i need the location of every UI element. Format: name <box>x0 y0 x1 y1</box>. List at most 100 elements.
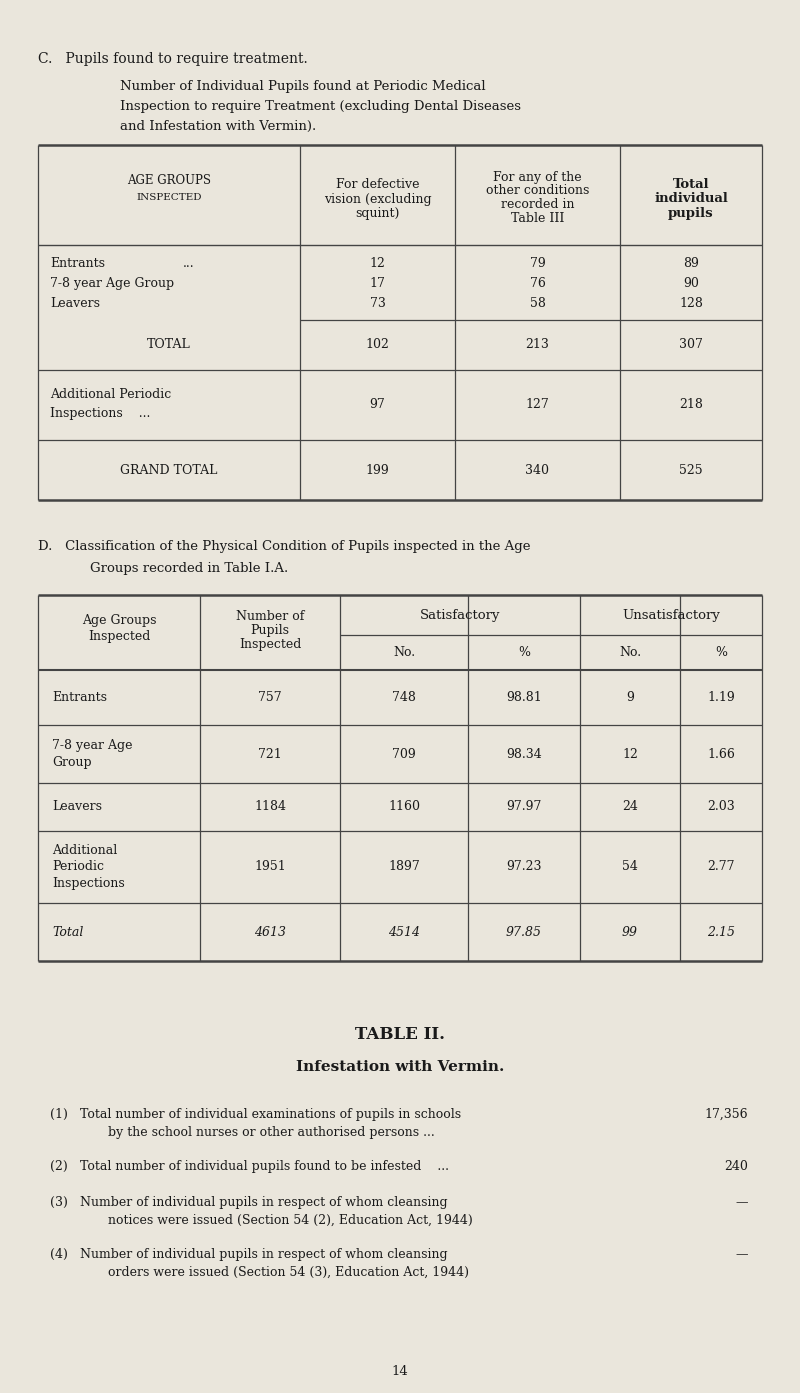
Text: Number of individual pupils in respect of whom cleansing: Number of individual pupils in respect o… <box>80 1197 448 1209</box>
Text: D.   Classification of the Physical Condition of Pupils inspected in the Age: D. Classification of the Physical Condit… <box>38 540 530 553</box>
Text: 525: 525 <box>679 464 703 476</box>
Text: Table III: Table III <box>511 213 564 226</box>
Text: 76: 76 <box>530 277 546 290</box>
Text: 199: 199 <box>366 464 390 476</box>
Text: 89: 89 <box>683 256 699 270</box>
Text: 12: 12 <box>370 256 386 270</box>
Text: Inspections: Inspections <box>52 878 125 890</box>
Text: 7-8 year Age: 7-8 year Age <box>52 740 133 752</box>
Text: Total: Total <box>673 178 710 191</box>
Text: recorded in: recorded in <box>501 198 574 212</box>
Text: 97: 97 <box>370 398 386 411</box>
Text: Number of Individual Pupils found at Periodic Medical: Number of Individual Pupils found at Per… <box>120 79 486 93</box>
Text: INSPECTED: INSPECTED <box>136 192 202 202</box>
Text: 17,356: 17,356 <box>704 1107 748 1121</box>
Text: 98.81: 98.81 <box>506 691 542 703</box>
Text: 2.03: 2.03 <box>707 801 735 814</box>
Text: 127: 127 <box>526 398 550 411</box>
Text: AGE GROUPS: AGE GROUPS <box>127 174 211 188</box>
Text: 218: 218 <box>679 398 703 411</box>
Text: Infestation with Vermin.: Infestation with Vermin. <box>296 1060 504 1074</box>
Text: 79: 79 <box>530 256 546 270</box>
Text: 213: 213 <box>526 338 550 351</box>
Text: notices were issued (Section 54 (2), Education Act, 1944): notices were issued (Section 54 (2), Edu… <box>108 1215 473 1227</box>
Text: GRAND TOTAL: GRAND TOTAL <box>120 464 218 476</box>
Text: 102: 102 <box>366 338 390 351</box>
Text: For any of the: For any of the <box>493 170 582 184</box>
Text: %: % <box>518 646 530 659</box>
Text: Entrants: Entrants <box>50 256 105 270</box>
Text: C.   Pupils found to require treatment.: C. Pupils found to require treatment. <box>38 52 308 65</box>
Text: (3): (3) <box>50 1197 68 1209</box>
Text: Number of individual pupils in respect of whom cleansing: Number of individual pupils in respect o… <box>80 1248 448 1261</box>
Text: 99: 99 <box>622 925 638 939</box>
Text: 14: 14 <box>392 1365 408 1378</box>
Text: 240: 240 <box>724 1160 748 1173</box>
Text: other conditions: other conditions <box>486 184 589 198</box>
Text: 307: 307 <box>679 338 703 351</box>
Text: 9: 9 <box>626 691 634 703</box>
Text: Pupils: Pupils <box>250 624 290 637</box>
Text: Periodic: Periodic <box>52 861 104 873</box>
Text: No.: No. <box>393 646 415 659</box>
Text: and Infestation with Vermin).: and Infestation with Vermin). <box>120 120 316 132</box>
Text: 2.15: 2.15 <box>707 925 735 939</box>
Text: Entrants: Entrants <box>52 691 107 703</box>
Text: squint): squint) <box>355 206 400 220</box>
Text: 73: 73 <box>370 297 386 311</box>
Text: 709: 709 <box>392 748 416 761</box>
Text: Inspected: Inspected <box>88 630 150 644</box>
Text: Total number of individual examinations of pupils in schools: Total number of individual examinations … <box>80 1107 461 1121</box>
Text: 97.97: 97.97 <box>506 801 542 814</box>
Text: 748: 748 <box>392 691 416 703</box>
Text: 340: 340 <box>526 464 550 476</box>
Text: Inspected: Inspected <box>239 638 301 651</box>
Text: TOTAL: TOTAL <box>147 338 191 351</box>
Text: 1897: 1897 <box>388 861 420 873</box>
Text: —: — <box>735 1248 748 1261</box>
Text: 12: 12 <box>622 748 638 761</box>
Text: Leavers: Leavers <box>52 801 102 814</box>
Text: individual: individual <box>654 192 728 206</box>
Text: 2.77: 2.77 <box>707 861 734 873</box>
Text: Inspections    ...: Inspections ... <box>50 407 150 419</box>
Text: TABLE II.: TABLE II. <box>355 1027 445 1043</box>
Text: 1160: 1160 <box>388 801 420 814</box>
Text: (2): (2) <box>50 1160 68 1173</box>
Text: For defective: For defective <box>336 178 419 191</box>
Text: 721: 721 <box>258 748 282 761</box>
Text: 1951: 1951 <box>254 861 286 873</box>
Text: 4613: 4613 <box>254 925 286 939</box>
Text: %: % <box>715 646 727 659</box>
Text: (1): (1) <box>50 1107 68 1121</box>
Text: No.: No. <box>619 646 641 659</box>
Text: 1.66: 1.66 <box>707 748 735 761</box>
Text: 128: 128 <box>679 297 703 311</box>
Text: 90: 90 <box>683 277 699 290</box>
Text: (4): (4) <box>50 1248 68 1261</box>
Text: 7-8 year Age Group: 7-8 year Age Group <box>50 277 174 290</box>
Text: 58: 58 <box>530 297 546 311</box>
Text: Unsatisfactory: Unsatisfactory <box>622 609 720 621</box>
Text: 757: 757 <box>258 691 282 703</box>
Text: 97.23: 97.23 <box>506 861 542 873</box>
Text: vision (excluding: vision (excluding <box>324 192 431 206</box>
Text: ...: ... <box>183 256 194 270</box>
Text: orders were issued (Section 54 (3), Education Act, 1944): orders were issued (Section 54 (3), Educ… <box>108 1266 469 1279</box>
Text: 1184: 1184 <box>254 801 286 814</box>
Text: 98.34: 98.34 <box>506 748 542 761</box>
Text: Inspection to require Treatment (excluding Dental Diseases: Inspection to require Treatment (excludi… <box>120 100 521 113</box>
Text: Total: Total <box>52 925 83 939</box>
Text: 24: 24 <box>622 801 638 814</box>
Text: Age Groups: Age Groups <box>82 614 156 627</box>
Text: 4514: 4514 <box>388 925 420 939</box>
Text: Group: Group <box>52 756 92 769</box>
Text: Satisfactory: Satisfactory <box>420 609 500 621</box>
Text: 97.85: 97.85 <box>506 925 542 939</box>
Text: —: — <box>735 1197 748 1209</box>
Text: by the school nurses or other authorised persons ...: by the school nurses or other authorised… <box>108 1126 434 1139</box>
Text: Number of: Number of <box>236 610 304 623</box>
Text: 17: 17 <box>370 277 386 290</box>
Text: Leavers: Leavers <box>50 297 100 311</box>
Text: Additional Periodic: Additional Periodic <box>50 389 171 401</box>
